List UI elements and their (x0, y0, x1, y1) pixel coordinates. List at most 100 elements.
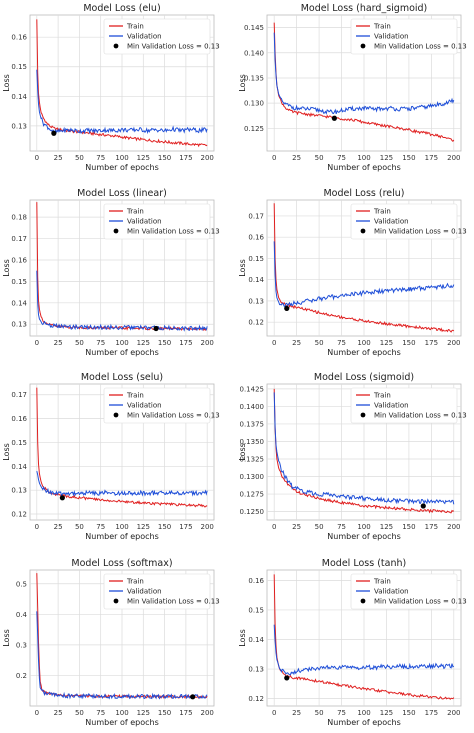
chart-panel-4: 0 25 50 75 100 125 150 175 200 0.12 0.13 0.14 0.15 0.… (238, 188, 467, 357)
y-tick-label: 0.13 (11, 122, 27, 130)
y-tick-label: 0.1375 (240, 420, 265, 428)
x-tick-label: 75 (337, 339, 346, 347)
legend-validation-label: Validation (374, 402, 409, 410)
x-tick-label: 125 (380, 709, 393, 717)
x-tick-label: 0 (35, 339, 39, 347)
x-tick-label: 75 (96, 339, 105, 347)
y-tick-label: 0.18 (11, 214, 27, 222)
legend: Train Validation Min Validation Loss = 0.1… (350, 387, 467, 424)
y-tick-label: 0.1300 (240, 473, 265, 481)
legend-marker-swatch (113, 228, 119, 234)
legend: Train Validation Min Validation Loss = 0.1… (350, 203, 467, 240)
y-tick-label: 0.13 (248, 666, 264, 674)
legend-box (350, 387, 458, 424)
chart-title: Model Loss (tanh) (322, 558, 406, 569)
legend-marker-label: Min Validation Loss = 0.13 (374, 598, 467, 606)
x-tick-label: 175 (425, 523, 438, 531)
x-tick-label: 75 (337, 523, 346, 531)
y-tick-label: 0.145 (244, 24, 264, 32)
x-axis-label: Number of epochs (85, 532, 158, 541)
x-tick-label: 125 (137, 154, 150, 162)
legend-marker-swatch (113, 598, 119, 604)
x-tick-label: 50 (75, 154, 84, 162)
x-tick-label: 200 (200, 709, 213, 717)
x-tick-label: 175 (179, 523, 192, 531)
chart-panel-2: 0 25 50 75 100 125 150 175 200 0.125 0.130 0.135 0.1… (238, 3, 467, 172)
legend: Train Validation Min Validation Loss = 0.1… (103, 387, 220, 424)
y-tick-label: 0.1275 (240, 491, 265, 499)
train-line (36, 202, 208, 332)
train-line (273, 203, 455, 333)
x-tick-label: 75 (96, 154, 105, 162)
y-tick-label: 0.14 (248, 276, 264, 284)
y-tick-label: 0.14 (11, 299, 27, 307)
chart-panel-7: 0 25 50 75 100 125 150 175 200 0.2 0.3 0.4 0.5 Model … (2, 558, 220, 727)
chart-panel-6: 0 25 50 75 100 125 150 175 200 0.1250 0.1275 0.1300… (238, 372, 467, 541)
legend-marker-label: Min Validation Loss = 0.13 (127, 598, 220, 606)
x-tick-label: 125 (137, 523, 150, 531)
x-tick-label: 75 (96, 709, 105, 717)
validation-line (273, 624, 455, 676)
x-tick-label: 125 (380, 523, 393, 531)
legend-box (103, 203, 211, 240)
legend-validation-label: Validation (127, 588, 162, 596)
min-validation-marker (190, 694, 196, 700)
x-tick-label: 100 (357, 523, 370, 531)
legend-box (103, 573, 211, 610)
min-validation-marker (153, 325, 159, 332)
legend-train-label: Train (126, 208, 144, 216)
y-tick-label: 0.17 (11, 235, 27, 243)
legend: Train Validation Min Validation Loss = 0.1… (103, 573, 220, 610)
min-validation-marker (284, 675, 290, 681)
x-tick-label: 200 (447, 339, 460, 347)
x-tick-label: 150 (158, 709, 171, 717)
x-tick-label: 50 (315, 154, 324, 162)
legend: Train Validation Min Validation Loss = 0.1… (350, 573, 467, 610)
x-tick-label: 200 (447, 154, 460, 162)
x-tick-label: 200 (447, 523, 460, 531)
x-tick-label: 25 (54, 339, 63, 347)
validation-line (273, 392, 455, 505)
legend-train-label: Train (126, 392, 144, 400)
y-tick-label: 0.16 (11, 34, 27, 42)
validation-line (36, 270, 208, 332)
legend-train-label: Train (126, 23, 144, 31)
legend-validation-label: Validation (374, 588, 409, 596)
legend-validation-label: Validation (127, 218, 162, 226)
legend-marker-label: Min Validation Loss = 0.13 (374, 228, 467, 236)
x-tick-label: 100 (357, 709, 370, 717)
x-tick-label: 0 (272, 154, 276, 162)
chart-panel-5: 0 25 50 75 100 125 150 175 200 0.12 0.13 0.14 0.15 0.… (2, 372, 220, 541)
min-validation-marker (284, 305, 290, 311)
chart-title: Model Loss (selu) (81, 372, 163, 383)
x-tick-label: 25 (292, 523, 301, 531)
x-tick-label: 200 (200, 154, 213, 162)
y-tick-label: 0.1250 (240, 508, 265, 516)
x-tick-label: 25 (54, 709, 63, 717)
legend-marker-swatch (360, 412, 366, 418)
chart-title: Model Loss (sigmoid) (314, 372, 414, 383)
y-tick-label: 0.1400 (240, 403, 265, 411)
x-tick-label: 175 (425, 709, 438, 717)
legend-marker-label: Min Validation Loss = 0.13 (374, 412, 467, 420)
y-axis-label: Loss (2, 74, 11, 92)
legend-train-label: Train (373, 392, 391, 400)
x-tick-label: 150 (158, 154, 171, 162)
chart-title: Model Loss (hard_sigmoid) (301, 3, 428, 14)
y-axis-label: Loss (2, 443, 11, 461)
x-tick-label: 175 (179, 709, 192, 717)
x-tick-label: 25 (292, 339, 301, 347)
x-tick-label: 50 (315, 709, 324, 717)
chart-title: Model Loss (relu) (323, 188, 404, 199)
legend-marker-label: Min Validation Loss = 0.13 (374, 43, 467, 51)
x-tick-label: 100 (115, 523, 128, 531)
legend-box (103, 387, 211, 424)
y-tick-label: 0.14 (11, 463, 27, 471)
x-tick-label: 175 (179, 339, 192, 347)
y-tick-label: 0.15 (248, 255, 264, 263)
y-tick-label: 0.12 (248, 319, 264, 327)
x-tick-label: 175 (425, 154, 438, 162)
legend-validation-label: Validation (374, 218, 409, 226)
x-tick-label: 25 (54, 523, 63, 531)
